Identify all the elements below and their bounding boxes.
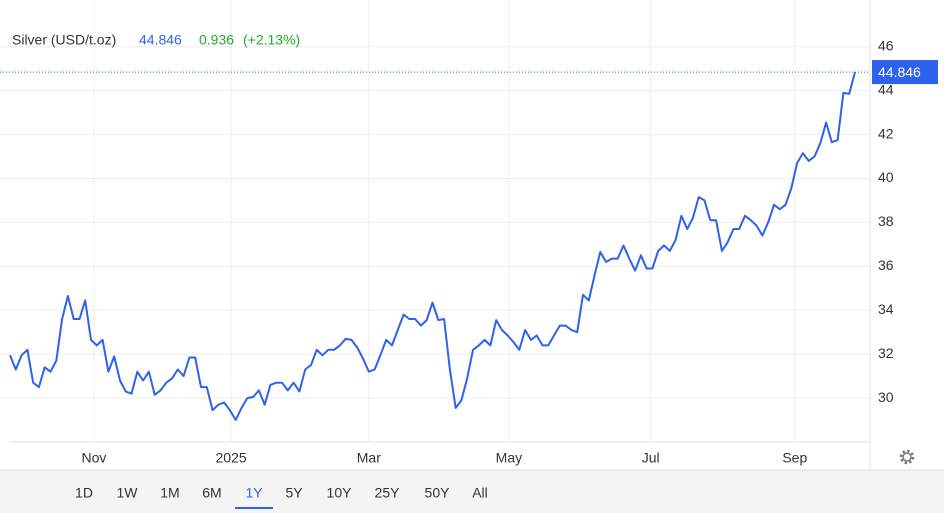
- last-value-box: [872, 60, 938, 85]
- price-line: [9, 71, 856, 421]
- range-button[interactable]: 5Y: [285, 485, 303, 501]
- y-tick-label: 32: [878, 345, 894, 361]
- x-tick-label: Nov: [81, 450, 106, 466]
- x-tick-label: 2025: [216, 450, 247, 466]
- range-button[interactable]: 1M: [160, 485, 179, 501]
- y-tick-label: 36: [878, 257, 894, 273]
- range-button[interactable]: 6M: [202, 485, 221, 501]
- y-tick-label: 38: [878, 213, 894, 229]
- y-tick-label: 30: [878, 389, 894, 405]
- change: 0.936: [199, 32, 234, 48]
- x-tick-label: Sep: [782, 450, 807, 466]
- x-tick-label: Jul: [642, 450, 660, 466]
- change-percent: (+2.13%): [243, 32, 300, 48]
- x-tick-label: May: [496, 450, 522, 466]
- range-button[interactable]: 25Y: [375, 485, 401, 501]
- last-value-label: 44.846: [878, 64, 921, 80]
- range-button[interactable]: 1Y: [245, 485, 263, 501]
- y-tick-label: 44: [878, 81, 894, 97]
- y-tick-label: 34: [878, 301, 894, 317]
- y-tick-label: 46: [878, 37, 894, 53]
- toolbar: [0, 470, 944, 513]
- range-button[interactable]: 1D: [75, 485, 93, 501]
- settings-icon[interactable]: [899, 449, 915, 465]
- grid: [0, 0, 870, 442]
- y-tick-label: 42: [878, 125, 894, 141]
- y-tick-label: 40: [878, 169, 894, 185]
- range-button[interactable]: 50Y: [425, 485, 451, 501]
- title: Silver (USD/t.oz): [12, 32, 116, 48]
- range-button[interactable]: All: [472, 485, 488, 501]
- range-button[interactable]: 10Y: [327, 485, 353, 501]
- last-value: 44.846: [139, 32, 182, 48]
- range-button[interactable]: 1W: [117, 485, 139, 501]
- x-tick-label: Mar: [357, 450, 381, 466]
